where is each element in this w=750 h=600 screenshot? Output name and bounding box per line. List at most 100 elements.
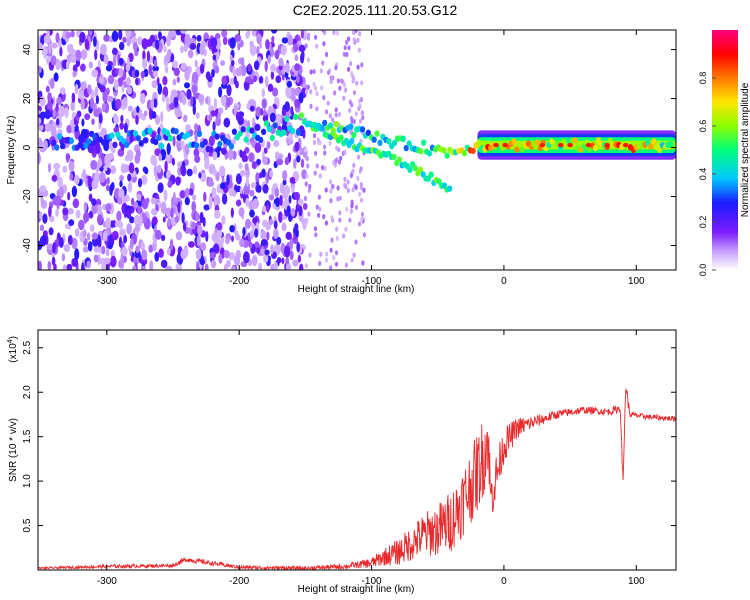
x-tick-label: -300 <box>97 276 117 287</box>
noise-cell <box>312 139 317 146</box>
noise-cell <box>163 189 168 202</box>
noise-cell <box>42 213 48 224</box>
noise-cell <box>220 60 226 66</box>
noise-cell <box>70 100 75 112</box>
noise-cell <box>212 151 218 161</box>
noise-cell <box>119 180 123 188</box>
signal-cell <box>592 144 599 152</box>
noise-cell <box>223 263 228 270</box>
noise-cell <box>142 137 149 144</box>
noise-cell <box>118 236 123 248</box>
noise-cell <box>328 179 333 185</box>
signal-cell <box>214 133 220 140</box>
noise-cell <box>324 109 329 115</box>
noise-cell <box>214 33 221 41</box>
noise-cell <box>88 30 93 36</box>
noise-cell <box>230 59 235 67</box>
noise-cell <box>273 261 278 270</box>
signal-cell <box>269 134 275 142</box>
noise-cell <box>50 126 57 138</box>
noise-cell <box>93 36 97 48</box>
signal-cell <box>351 131 357 139</box>
noise-cell <box>130 197 135 206</box>
noise-cell <box>53 263 57 270</box>
branch-cell <box>428 171 434 178</box>
noise-cell <box>148 64 152 76</box>
peak-cell <box>622 142 629 148</box>
noise-cell <box>272 87 279 97</box>
noise-cell <box>192 194 197 201</box>
noise-cell <box>71 257 79 267</box>
noise-cell <box>195 112 200 120</box>
noise-cell <box>280 44 287 56</box>
noise-cell <box>75 49 82 61</box>
noise-cell <box>347 45 351 51</box>
signal-cell <box>327 122 334 129</box>
noise-cell <box>123 96 128 108</box>
noise-cell <box>197 224 203 236</box>
noise-cell <box>315 43 319 49</box>
noise-cell <box>346 179 350 185</box>
x-tick-label: 100 <box>628 276 645 287</box>
signal-cell <box>272 122 278 129</box>
noise-cell <box>320 85 324 91</box>
noise-cell <box>180 45 184 54</box>
noise-cell <box>324 51 329 58</box>
noise-cell <box>115 98 122 109</box>
noise-cell <box>344 87 348 93</box>
noise-cell <box>283 186 289 198</box>
noise-cell <box>290 106 294 115</box>
noise-cell <box>344 226 348 232</box>
noise-cell <box>105 87 110 96</box>
signal-cell <box>371 136 377 143</box>
noise-cell <box>115 220 119 228</box>
noise-cell <box>71 185 78 198</box>
noise-cell <box>127 173 132 182</box>
spectrogram-x-label: Height of straight line (km) <box>298 284 415 295</box>
y-tick-label: 40 <box>22 44 33 56</box>
noise-cell <box>194 155 201 164</box>
signal-cell <box>572 137 578 144</box>
noise-cell <box>127 181 133 193</box>
noise-cell <box>221 215 226 225</box>
noise-cell <box>74 83 79 95</box>
noise-cell <box>134 69 140 78</box>
colorbar: 0.0 0.2 0.4 0.6 0.8 Normalized spectral ampl… <box>698 30 750 276</box>
noise-cell <box>175 263 181 270</box>
noise-cell <box>248 241 253 249</box>
y-tick-label: -40 <box>22 238 33 253</box>
signal-cell <box>243 136 249 143</box>
noise-cell <box>270 63 277 73</box>
signal-cell <box>228 143 235 150</box>
noise-cell <box>360 216 364 222</box>
noise-cell <box>95 95 99 105</box>
noise-cell <box>135 245 140 254</box>
noise-cell <box>44 123 52 132</box>
noise-cell <box>293 43 299 53</box>
noise-cell <box>300 30 304 39</box>
noise-cell <box>285 263 292 270</box>
noise-cell <box>146 50 150 62</box>
noise-cell <box>314 34 318 40</box>
noise-cell <box>254 123 261 131</box>
noise-cell <box>300 52 305 64</box>
noise-cell <box>180 165 184 174</box>
noise-cell <box>352 76 356 82</box>
noise-cell <box>245 197 250 207</box>
noise-cell <box>359 138 363 144</box>
noise-cell <box>296 74 300 84</box>
noise-cell <box>265 39 270 50</box>
noise-cell <box>251 161 258 170</box>
noise-cell <box>253 60 260 71</box>
noise-cell <box>52 109 56 118</box>
noise-cell <box>145 197 150 204</box>
snr-x-label: Height of straight line (km) <box>298 584 415 595</box>
noise-cell <box>104 164 108 172</box>
signal-cell <box>164 129 171 137</box>
noise-cell <box>78 90 85 100</box>
noise-cell <box>113 115 119 125</box>
noise-cell <box>136 105 140 113</box>
noise-cell <box>223 250 230 259</box>
noise-cell <box>334 261 339 267</box>
colorbar-tick-label: 0.8 <box>698 72 708 85</box>
